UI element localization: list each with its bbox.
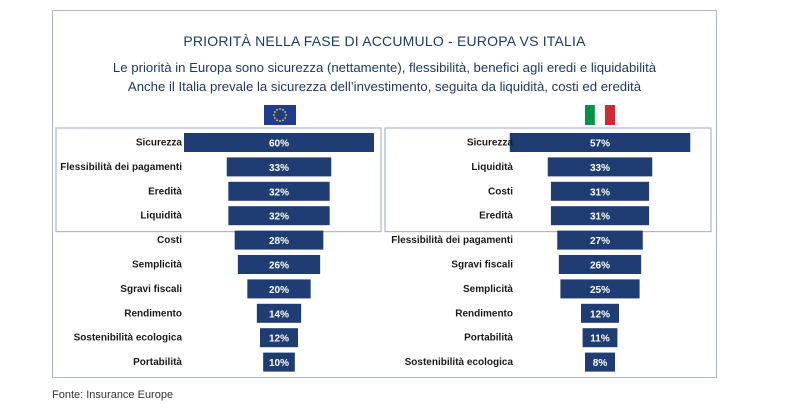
bar-eu-8 — [256, 303, 302, 323]
category-label: Sostenibilità ecologica — [405, 357, 514, 368]
data-label: 10% — [269, 358, 289, 369]
category-label: Costi — [157, 235, 182, 246]
data-label: 12% — [269, 334, 289, 345]
category-label: Costi — [488, 186, 513, 197]
data-label: 14% — [269, 309, 289, 320]
bar-it-6 — [558, 255, 642, 274]
data-label: 31% — [590, 212, 610, 223]
data-label: 28% — [269, 236, 289, 247]
data-label: 32% — [269, 187, 289, 198]
category-label: Liquidità — [140, 211, 182, 222]
bar-eu-10 — [263, 352, 295, 372]
category-label: Semplicità — [132, 260, 182, 271]
italy-panel: 57% Sicurezza 33% Liquidità 31% Costi 31% Eredi… — [384, 104, 712, 372]
bar-it-9 — [582, 328, 618, 348]
category-label: Semplicità — [463, 284, 513, 295]
bar-it-4 — [550, 206, 650, 226]
bar-it-1 — [509, 133, 691, 152]
bar-eu-5 — [234, 230, 324, 250]
bar-eu-4 — [228, 206, 330, 226]
category-label: Eredità — [148, 186, 182, 197]
category-label: Rendimento — [455, 308, 513, 319]
bar-eu-9 — [260, 328, 298, 348]
bar-it-5 — [557, 230, 643, 250]
subtitle-line-2: Anche il Italia prevale la sicurezza del… — [127, 79, 642, 94]
data-label: 60% — [269, 139, 289, 150]
bar-it-2 — [547, 157, 653, 177]
data-label: 27% — [590, 236, 610, 247]
category-label: Sostenibilità ecologica — [74, 333, 183, 344]
category-label: Sicurezza — [136, 138, 183, 149]
category-label: Portabilità — [133, 357, 182, 368]
bar-eu-1 — [184, 133, 374, 152]
data-label: 11% — [590, 334, 610, 345]
data-label: 26% — [590, 261, 610, 272]
category-label: Flessibilità dei pagamenti — [391, 235, 513, 246]
italy-flag-icon — [585, 104, 615, 126]
data-label: 12% — [590, 309, 610, 320]
data-label: 31% — [590, 187, 610, 198]
bar-eu-6 — [237, 255, 321, 274]
category-label: Liquidità — [471, 162, 513, 173]
top-priorities-box — [55, 127, 382, 233]
bar-eu-2 — [226, 157, 332, 177]
eu-flag-icon — [264, 105, 296, 125]
bar-eu-3 — [228, 181, 330, 201]
subtitle-line-1: Le priorità in Europa sono sicurezza (ne… — [112, 60, 657, 75]
bar-it-7 — [560, 279, 640, 299]
data-label: 26% — [269, 261, 289, 272]
category-label: Portabilità — [464, 333, 513, 344]
category-label: Sicurezza — [467, 138, 514, 149]
bar-it-3 — [550, 181, 650, 201]
data-label: 33% — [590, 163, 610, 174]
bar-it-8 — [581, 303, 619, 323]
category-label: Eredità — [479, 211, 513, 222]
top-priorities-box — [384, 127, 712, 233]
source-note: Fonte: Insurance Europe — [52, 389, 174, 401]
chart-title: PRIORITÀ NELLA FASE DI ACCUMULO - EUROPA… — [183, 33, 586, 49]
data-label: 8% — [593, 358, 608, 369]
data-label: 57% — [590, 139, 610, 150]
category-label: Flessibilità dei pagamenti — [60, 162, 182, 173]
category-label: Sgravi fiscali — [120, 284, 182, 295]
bar-eu-7 — [247, 279, 311, 299]
bar-it-10 — [585, 352, 615, 372]
europe-panel: 60% Sicurezza 33% Flessibilità dei pagament… — [55, 105, 382, 372]
data-label: 20% — [269, 285, 289, 296]
data-label: 25% — [590, 285, 610, 296]
category-label: Rendimento — [124, 308, 182, 319]
category-label: Sgravi fiscali — [451, 260, 513, 271]
data-label: 32% — [269, 212, 289, 223]
data-label: 33% — [269, 163, 289, 174]
